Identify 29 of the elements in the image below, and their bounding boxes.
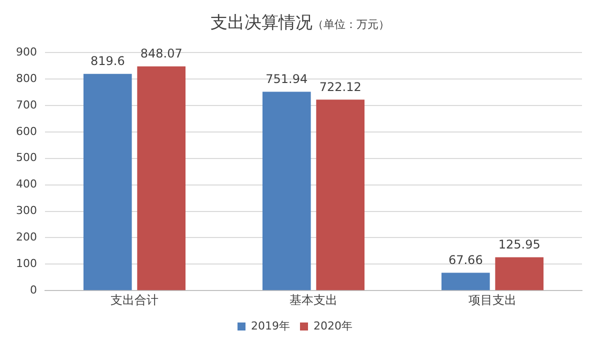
y-tick-label: 100 [16,257,37,270]
y-tick-label: 900 [16,45,37,58]
y-tick-label: 200 [16,230,37,244]
chart-subtitle: （单位：万元） [312,18,390,31]
data-label: 819.6 [90,54,125,68]
data-label: 751.94 [266,72,308,86]
y-tick-label: 400 [16,178,37,191]
y-tick-label: 800 [16,72,37,85]
bar [316,100,365,290]
y-tick-label: 300 [16,204,37,218]
data-label: 125.95 [498,237,540,252]
y-tick-label: 0 [30,283,37,296]
legend-label: 2019年 [251,319,290,332]
bar [441,272,490,290]
bar [262,92,311,290]
bar [495,257,544,290]
data-label: 67.66 [448,252,483,267]
x-tick-label: 基本支出 [290,292,338,307]
y-tick-label: 600 [16,124,37,138]
chart-title: 支出决算情况 [210,13,312,33]
data-label: 722.12 [319,80,362,94]
data-label: 848.07 [140,46,182,60]
x-tick-label: 支出合计 [110,292,158,307]
y-tick-label: 700 [16,98,37,112]
y-tick-label: 500 [16,151,37,164]
bar [83,74,132,290]
bar [137,66,186,290]
legend-label: 2020年 [314,319,352,332]
x-tick-label: 项目支出 [468,292,516,307]
